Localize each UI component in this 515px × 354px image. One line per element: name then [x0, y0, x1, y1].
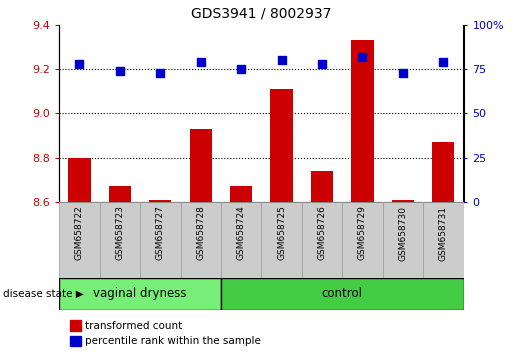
Bar	[221, 278, 464, 310]
Text: GSM658728: GSM658728	[196, 206, 205, 261]
Bar	[221, 202, 261, 278]
Point	[75, 61, 83, 67]
Bar	[392, 200, 414, 202]
Bar	[149, 200, 171, 202]
Bar	[311, 171, 333, 202]
Bar	[140, 202, 180, 278]
Point	[439, 59, 448, 65]
Bar	[423, 202, 464, 278]
Text: GSM658724: GSM658724	[237, 206, 246, 260]
Point	[237, 66, 245, 72]
Text: disease state ▶: disease state ▶	[3, 289, 83, 299]
Text: transformed count: transformed count	[85, 321, 182, 331]
Point	[278, 57, 286, 63]
Bar	[432, 142, 454, 202]
Bar	[190, 129, 212, 202]
Text: GSM658726: GSM658726	[318, 206, 327, 261]
Bar	[68, 158, 91, 202]
Point	[358, 54, 367, 59]
Point	[116, 68, 124, 74]
Text: vaginal dryness: vaginal dryness	[93, 287, 187, 300]
Bar	[351, 40, 373, 202]
Bar	[100, 202, 140, 278]
Text: GSM658729: GSM658729	[358, 206, 367, 261]
Bar	[180, 202, 221, 278]
Title: GDS3941 / 8002937: GDS3941 / 8002937	[191, 7, 332, 21]
Bar	[261, 202, 302, 278]
Point	[318, 61, 326, 67]
Text: GSM658725: GSM658725	[277, 206, 286, 261]
Text: control: control	[322, 287, 363, 300]
Bar	[342, 202, 383, 278]
Text: GSM658727: GSM658727	[156, 206, 165, 261]
Text: percentile rank within the sample: percentile rank within the sample	[85, 336, 261, 346]
Point	[399, 70, 407, 75]
Text: GSM658731: GSM658731	[439, 206, 448, 261]
Bar	[109, 186, 131, 202]
Bar	[302, 202, 342, 278]
Text: GSM658730: GSM658730	[399, 206, 407, 261]
Bar	[59, 202, 100, 278]
Point	[156, 70, 164, 75]
Bar	[383, 202, 423, 278]
Point	[197, 59, 205, 65]
Bar	[230, 186, 252, 202]
Text: GSM658722: GSM658722	[75, 206, 84, 260]
Bar	[59, 278, 221, 310]
Text: GSM658723: GSM658723	[115, 206, 124, 261]
Bar	[270, 89, 293, 202]
